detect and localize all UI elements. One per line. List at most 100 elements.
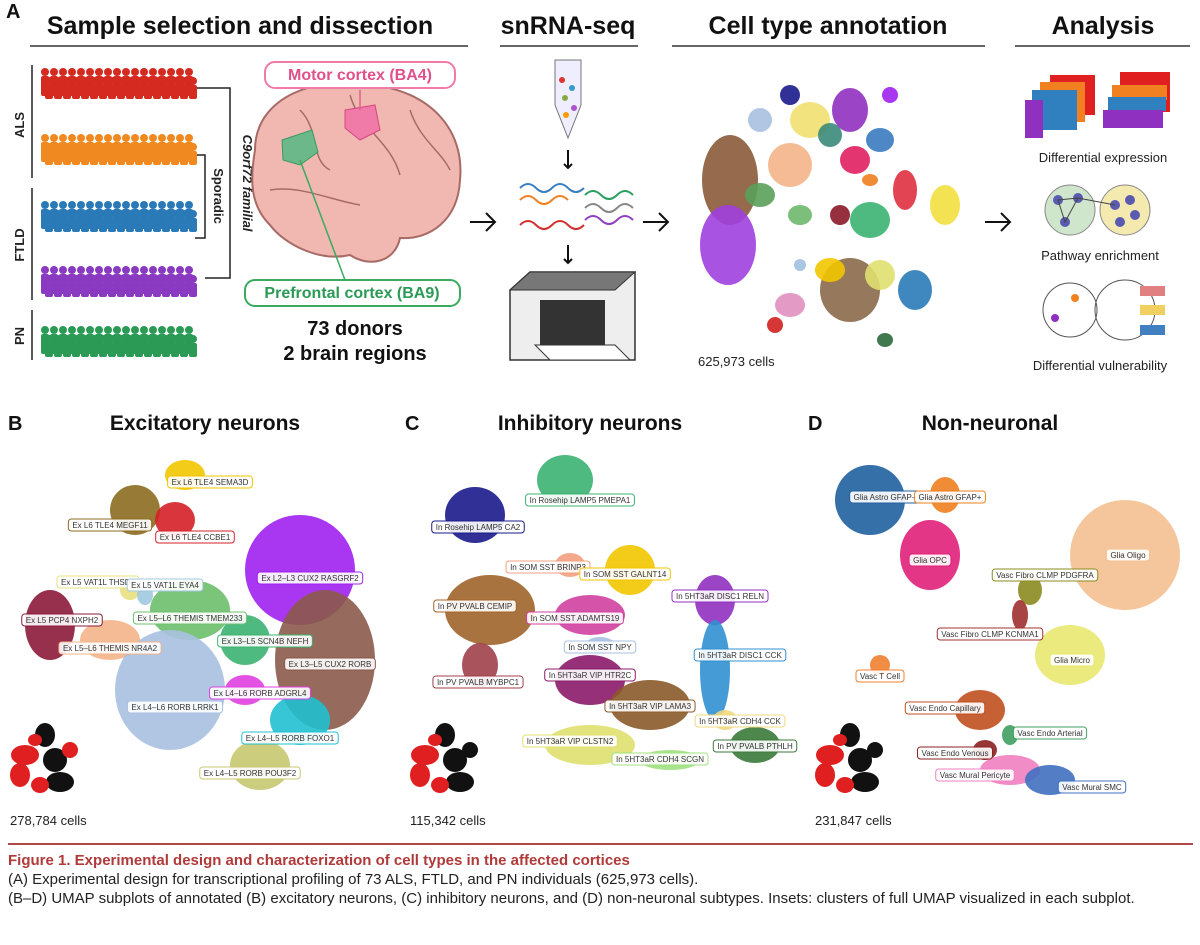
donor-body <box>144 151 152 165</box>
donor-body <box>45 85 53 99</box>
donor-body <box>135 283 143 297</box>
cluster-blob <box>230 740 290 790</box>
bracket-label: C9orf72 familial <box>240 135 255 232</box>
cluster-label: In SOM SST BRINP3 <box>510 563 586 572</box>
cluster-label: In PV PVALB CEMIP <box>438 602 513 611</box>
donor-body <box>72 85 80 99</box>
donor-head <box>131 68 139 76</box>
donor-body <box>153 151 161 165</box>
donor-head <box>135 210 143 218</box>
cluster-label: Ex L4–L5 RORB POU3F2 <box>204 769 297 778</box>
caption-line: (B–D) UMAP subplots of annotated (B) exc… <box>8 890 1135 907</box>
cluster-label: Ex L6 TLE4 CCBE1 <box>160 533 231 542</box>
donor-head <box>77 326 85 334</box>
donor-body <box>171 343 179 357</box>
donor-head <box>45 210 53 218</box>
region-label: Prefrontal cortex (BA9) <box>264 285 439 302</box>
donor-body <box>117 283 125 297</box>
cluster-blob <box>862 174 878 186</box>
donor-head <box>176 326 184 334</box>
donor-body <box>144 343 152 357</box>
donor-body <box>90 343 98 357</box>
donor-body <box>45 151 53 165</box>
donor-body <box>54 283 62 297</box>
donor-head <box>104 326 112 334</box>
donor-body <box>63 343 71 357</box>
cluster-label: Ex L5 VAT1L THSD4 <box>61 578 136 587</box>
donor-body <box>189 85 197 99</box>
donor-body <box>189 218 197 232</box>
donor-body <box>162 218 170 232</box>
cluster-label-box <box>1057 780 1127 794</box>
donor-head <box>144 143 152 151</box>
donor-head <box>68 68 76 76</box>
cluster-label-box <box>217 634 313 648</box>
brain <box>244 61 462 307</box>
donor-head <box>68 201 76 209</box>
cluster-label: Ex L4–L6 RORB LRRK1 <box>131 703 219 712</box>
donor-head <box>59 266 67 274</box>
cluster-label-box <box>611 752 709 766</box>
cluster-label-box <box>241 731 339 745</box>
donor-head <box>104 201 112 209</box>
donor-head <box>122 266 130 274</box>
analysis-icons <box>1025 72 1170 341</box>
donor-head <box>54 210 62 218</box>
donor-head <box>95 326 103 334</box>
inset-blob <box>31 777 49 793</box>
donor-head <box>63 335 71 343</box>
donor-body <box>63 85 71 99</box>
donor-head <box>176 68 184 76</box>
donor-head <box>45 335 53 343</box>
cluster-label-box <box>126 700 224 714</box>
donor-head <box>41 201 49 209</box>
donor-body <box>144 283 152 297</box>
donor-head <box>158 134 166 142</box>
donor-head <box>185 266 193 274</box>
umap-panels: B Excitatory neurons Ex L6 TLE4 SEMA3D Ex L… <box>8 412 1180 828</box>
donor-head <box>41 266 49 274</box>
donor-head <box>189 335 197 343</box>
donor-head <box>176 266 184 274</box>
cluster-blob <box>866 128 894 152</box>
group-label: FTLD <box>12 228 27 261</box>
group-label: ALS <box>12 112 27 138</box>
panel-title: Excitatory neurons <box>110 412 300 435</box>
donor-head <box>122 134 130 142</box>
cluster-label: Ex L2–L3 CUX2 RASGRF2 <box>261 574 359 583</box>
cluster-label-box <box>58 641 162 655</box>
cell-count: 231,847 cells <box>815 813 892 828</box>
donor-head <box>41 326 49 334</box>
donor-head <box>153 143 161 151</box>
cluster-label-box <box>1049 653 1095 667</box>
donor-head <box>140 201 148 209</box>
cluster-label-box <box>916 746 994 760</box>
donor-head <box>72 143 80 151</box>
flow-arrows <box>470 150 1012 265</box>
panel-letter: A <box>6 1 20 23</box>
snrna-icons <box>508 59 637 361</box>
cluster-label-box <box>604 699 696 713</box>
donor-head <box>108 335 116 343</box>
donor-body <box>108 85 116 99</box>
donor-head <box>189 275 197 283</box>
cluster-blob <box>150 580 230 640</box>
cluster-label-box <box>936 627 1044 641</box>
cluster-blob <box>1018 575 1042 605</box>
donor-head <box>126 77 134 85</box>
donor-head <box>135 335 143 343</box>
donor-body <box>108 218 116 232</box>
donor-head <box>68 326 76 334</box>
donor-body <box>45 343 53 357</box>
donor-head <box>122 201 130 209</box>
cluster-label: Glia Micro <box>1054 656 1091 665</box>
donor-body <box>180 85 188 99</box>
donor-head <box>117 77 125 85</box>
cluster-label-box <box>525 493 635 507</box>
donor-body <box>180 343 188 357</box>
donor-head <box>104 134 112 142</box>
donor-body <box>180 283 188 297</box>
cluster-label: In SOM SST NPY <box>568 643 632 652</box>
donor-head <box>77 266 85 274</box>
cluster-blob <box>700 205 756 285</box>
